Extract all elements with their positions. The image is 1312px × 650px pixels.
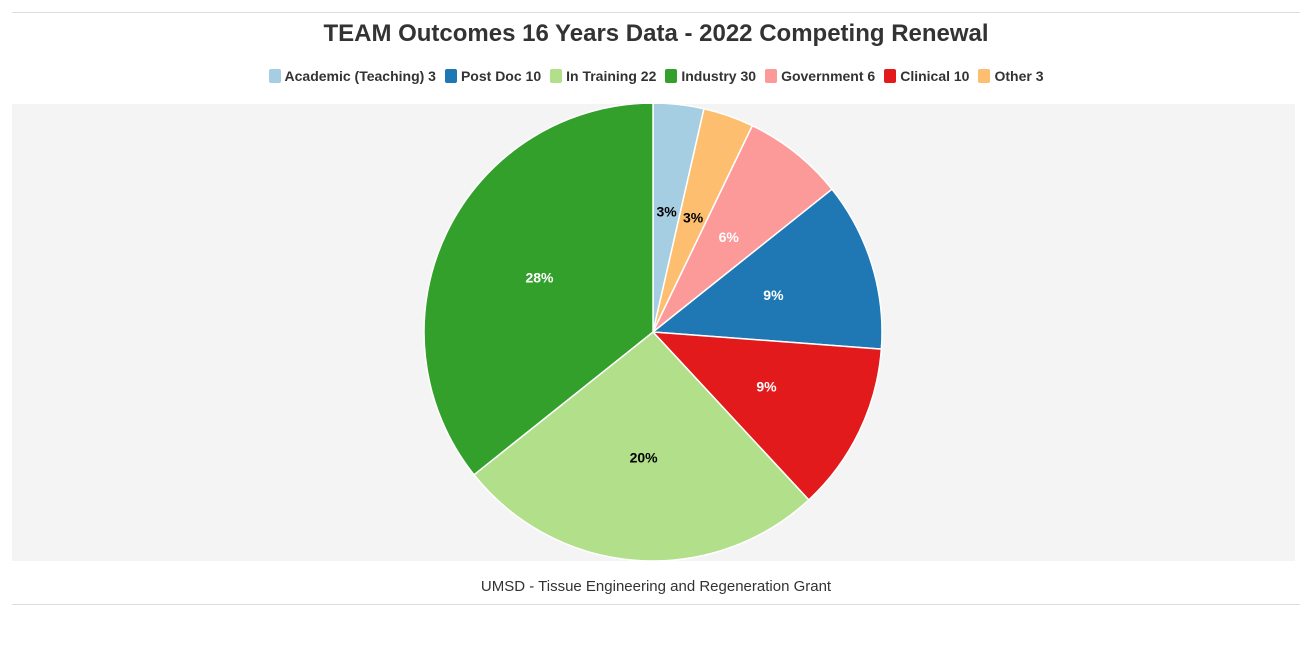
- slice-label: 20%: [630, 450, 659, 466]
- slice-label: 9%: [763, 287, 784, 303]
- legend-label: Academic (Teaching) 3: [284, 68, 436, 84]
- legend-item[interactable]: Post Doc 10: [444, 68, 542, 84]
- pie-slice-industry[interactable]: [423, 104, 654, 476]
- legend-item[interactable]: Industry 30: [665, 68, 756, 84]
- chart-legend: Academic (Teaching) 3 Post Doc 10 In Train…: [0, 68, 1312, 84]
- pie-chart: 3% 3% 6% 9% 9% 20% 28%: [423, 104, 883, 561]
- legend-label: Other 3: [994, 68, 1044, 84]
- slice-label: 3%: [656, 203, 677, 219]
- legend-label: Industry 30: [681, 68, 757, 84]
- pie-slice-clinical[interactable]: [652, 331, 883, 501]
- legend-swatch: [884, 69, 897, 83]
- chart-title: TEAM Outcomes 16 Years Data - 2022 Compe…: [323, 20, 989, 47]
- legend-label: Post Doc 10: [460, 68, 542, 84]
- pie-slice-in-training[interactable]: [473, 331, 810, 561]
- top-divider: [12, 12, 1300, 13]
- legend-item[interactable]: Academic (Teaching) 3: [268, 68, 436, 84]
- chart-caption: UMSD - Tissue Engineering and Regenerati…: [480, 578, 832, 595]
- legend-item[interactable]: Other 3: [978, 68, 1043, 84]
- slice-label: 28%: [525, 269, 554, 285]
- slice-label: 3%: [683, 209, 704, 225]
- bottom-divider: [12, 604, 1300, 605]
- legend-label: Government 6: [781, 68, 876, 84]
- legend-swatch: [765, 69, 778, 83]
- legend-swatch: [978, 69, 991, 83]
- pie-slice-government[interactable]: [652, 124, 833, 333]
- legend-item[interactable]: Clinical 10: [884, 68, 969, 84]
- legend-swatch: [550, 69, 563, 83]
- pie-slice-post-doc[interactable]: [652, 188, 883, 350]
- legend-item[interactable]: In Training 22: [550, 68, 656, 84]
- legend-swatch: [665, 69, 678, 83]
- legend-swatch: [268, 69, 281, 83]
- legend-item[interactable]: Government 6: [765, 68, 875, 84]
- legend-label: In Training 22: [566, 68, 657, 84]
- legend-swatch: [444, 69, 457, 83]
- legend-label: Clinical 10: [900, 68, 970, 84]
- slice-label: 9%: [756, 379, 777, 395]
- slice-label: 6%: [719, 229, 740, 245]
